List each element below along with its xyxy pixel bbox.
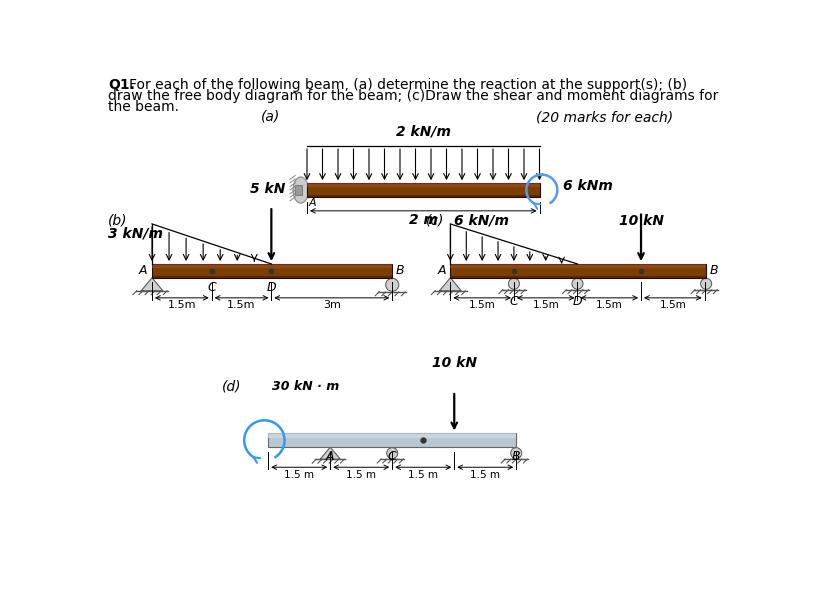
Text: A: A xyxy=(326,450,334,464)
Text: 6 kN/m: 6 kN/m xyxy=(454,214,509,228)
Text: For each of the following beam, (a) determine the reaction at the support(s); (b: For each of the following beam, (a) dete… xyxy=(128,78,687,92)
Text: B: B xyxy=(710,264,719,278)
Text: A: A xyxy=(438,264,446,278)
Text: 6 kNm: 6 kNm xyxy=(563,179,613,193)
Text: 1.5 m: 1.5 m xyxy=(470,470,500,480)
Text: D: D xyxy=(267,281,276,294)
Ellipse shape xyxy=(293,177,309,203)
Bar xyxy=(152,276,392,278)
Bar xyxy=(268,433,516,438)
Text: 1.5m: 1.5m xyxy=(167,300,196,310)
Text: Q1.: Q1. xyxy=(108,78,135,92)
Text: 1.5m: 1.5m xyxy=(659,300,686,310)
Text: A: A xyxy=(309,197,316,208)
Text: (20 marks for each): (20 marks for each) xyxy=(536,111,672,125)
Bar xyxy=(450,276,706,278)
Circle shape xyxy=(572,278,583,290)
Bar xyxy=(152,264,392,268)
Text: 10 kN: 10 kN xyxy=(432,356,476,370)
Text: 1.5 m: 1.5 m xyxy=(285,470,315,480)
Text: 1.5 m: 1.5 m xyxy=(408,470,438,480)
Text: 3 kN/m: 3 kN/m xyxy=(108,226,163,240)
Text: 5 kN: 5 kN xyxy=(250,182,285,196)
Bar xyxy=(307,183,540,187)
Text: A: A xyxy=(139,264,147,278)
Polygon shape xyxy=(141,278,163,291)
Text: 1.5m: 1.5m xyxy=(228,300,256,310)
Polygon shape xyxy=(320,447,341,459)
Bar xyxy=(307,183,540,197)
Text: C: C xyxy=(388,450,397,464)
Bar xyxy=(450,264,706,268)
Text: draw the free body diagram for the beam; (c)Draw the shear and moment diagrams f: draw the free body diagram for the beam;… xyxy=(108,89,718,103)
Text: D: D xyxy=(572,295,582,308)
Text: B: B xyxy=(512,450,520,464)
Text: 1.5m: 1.5m xyxy=(469,300,496,310)
Text: 1.5m: 1.5m xyxy=(596,300,623,310)
Text: (d): (d) xyxy=(222,379,241,393)
Circle shape xyxy=(387,448,398,459)
Bar xyxy=(450,264,706,278)
Circle shape xyxy=(385,278,399,291)
Bar xyxy=(268,433,516,447)
Text: 2 m: 2 m xyxy=(409,213,437,227)
Text: 2 kN/m: 2 kN/m xyxy=(396,125,450,138)
Text: C: C xyxy=(510,295,519,308)
Text: 10 kN: 10 kN xyxy=(619,214,663,228)
Polygon shape xyxy=(440,278,461,291)
Text: 3m: 3m xyxy=(323,300,341,310)
Circle shape xyxy=(508,278,520,290)
Text: the beam.: the beam. xyxy=(108,100,179,114)
Text: (a): (a) xyxy=(260,110,280,124)
Bar xyxy=(295,185,302,196)
Text: B: B xyxy=(396,264,405,278)
Bar xyxy=(307,195,540,197)
Circle shape xyxy=(511,448,522,459)
Bar xyxy=(152,264,392,278)
Text: (c): (c) xyxy=(425,214,444,228)
Text: C: C xyxy=(207,281,216,294)
Text: (b): (b) xyxy=(108,214,128,228)
Text: 1.5m: 1.5m xyxy=(533,300,559,310)
Text: 30 kN · m: 30 kN · m xyxy=(272,380,339,393)
Text: 1.5 m: 1.5 m xyxy=(346,470,376,480)
Circle shape xyxy=(701,278,711,290)
